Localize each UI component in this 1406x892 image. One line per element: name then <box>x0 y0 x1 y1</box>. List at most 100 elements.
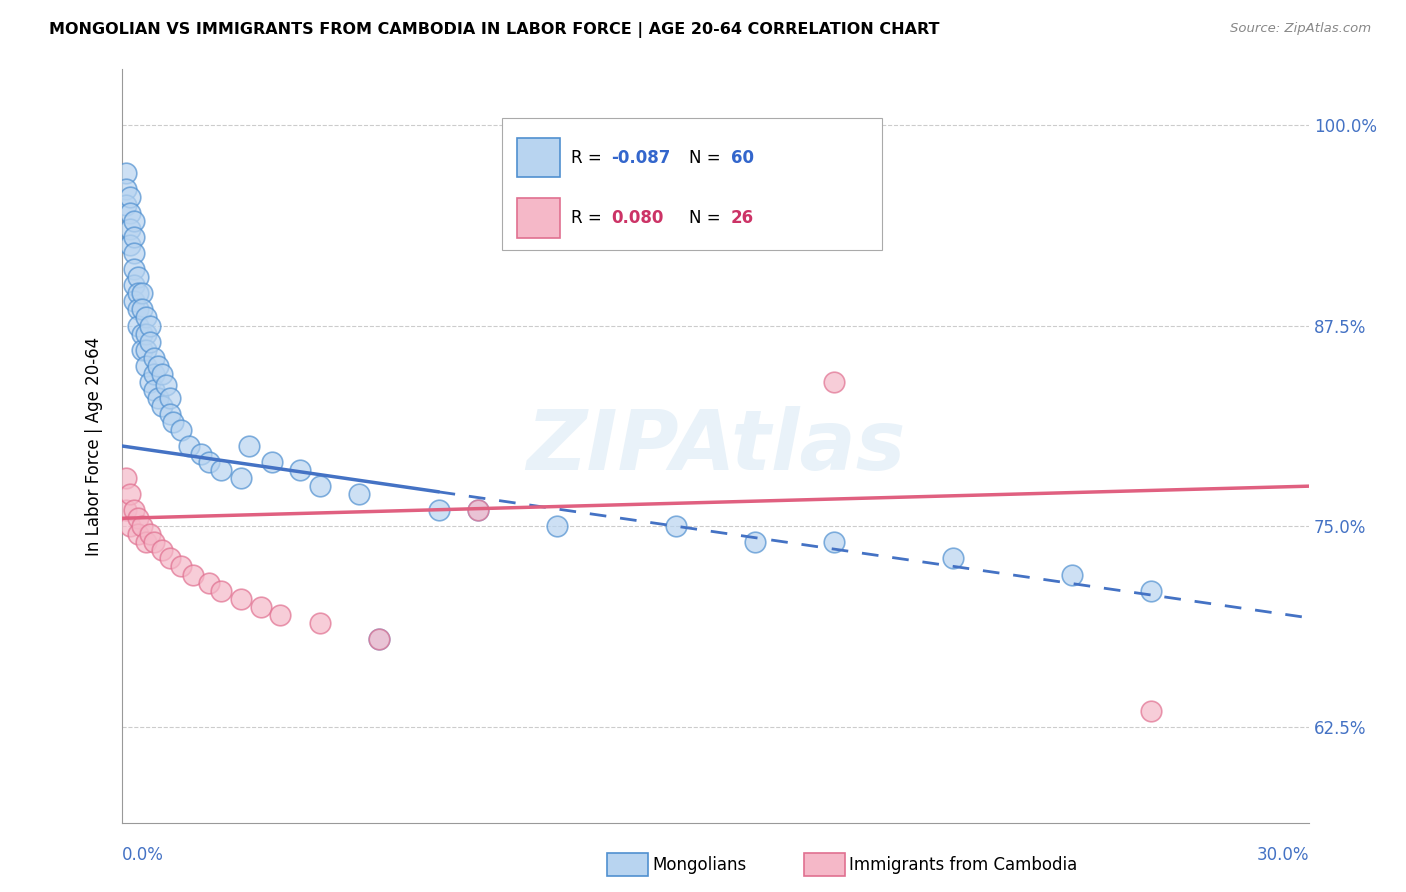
Mongolians <box>162 415 184 429</box>
Immigrants from Cambodia <box>159 551 181 566</box>
Immigrants from Cambodia <box>198 575 221 590</box>
Mongolians <box>135 310 157 325</box>
Immigrants from Cambodia <box>170 559 193 574</box>
Mongolians <box>122 262 145 277</box>
Immigrants from Cambodia <box>118 519 141 533</box>
Mongolians <box>122 246 145 260</box>
Mongolians <box>131 343 153 357</box>
Mongolians <box>139 318 162 333</box>
Text: 30.0%: 30.0% <box>1257 846 1309 863</box>
Text: R =: R = <box>571 209 607 227</box>
Text: 26: 26 <box>731 209 754 227</box>
Immigrants from Cambodia <box>1139 704 1161 718</box>
Mongolians <box>135 326 157 341</box>
Text: ZIPAtlas: ZIPAtlas <box>526 406 905 486</box>
Mongolians <box>115 198 138 212</box>
Immigrants from Cambodia <box>823 375 845 389</box>
Immigrants from Cambodia <box>467 503 489 517</box>
FancyBboxPatch shape <box>517 198 560 237</box>
Mongolians <box>262 455 284 469</box>
FancyBboxPatch shape <box>517 138 560 178</box>
Mongolians <box>118 238 141 252</box>
Text: MONGOLIAN VS IMMIGRANTS FROM CAMBODIA IN LABOR FORCE | AGE 20-64 CORRELATION CHA: MONGOLIAN VS IMMIGRANTS FROM CAMBODIA IN… <box>49 22 939 38</box>
Mongolians <box>139 375 162 389</box>
Mongolians <box>131 286 153 301</box>
Mongolians <box>942 551 965 566</box>
Mongolians <box>118 222 141 236</box>
Mongolians <box>665 519 688 533</box>
Text: Source: ZipAtlas.com: Source: ZipAtlas.com <box>1230 22 1371 36</box>
Mongolians <box>131 302 153 317</box>
Immigrants from Cambodia <box>249 599 271 614</box>
Mongolians <box>1060 567 1083 582</box>
Immigrants from Cambodia <box>118 487 141 501</box>
Mongolians <box>170 423 193 437</box>
Mongolians <box>139 334 162 349</box>
Text: N =: N = <box>689 149 727 167</box>
Text: 60: 60 <box>731 149 754 167</box>
Immigrants from Cambodia <box>229 591 252 606</box>
Mongolians <box>142 367 165 381</box>
Mongolians <box>127 286 149 301</box>
Immigrants from Cambodia <box>209 583 232 598</box>
Immigrants from Cambodia <box>368 632 391 646</box>
Immigrants from Cambodia <box>665 230 688 244</box>
Mongolians <box>209 463 232 477</box>
Mongolians <box>118 190 141 204</box>
FancyBboxPatch shape <box>502 118 882 250</box>
Immigrants from Cambodia <box>150 543 173 558</box>
Mongolians <box>118 206 141 220</box>
Text: Mongolians: Mongolians <box>652 855 747 873</box>
Mongolians <box>131 326 153 341</box>
Mongolians <box>198 455 221 469</box>
Mongolians <box>229 471 252 485</box>
Mongolians <box>427 503 450 517</box>
FancyBboxPatch shape <box>804 853 845 876</box>
Mongolians <box>150 399 173 413</box>
Immigrants from Cambodia <box>127 511 149 525</box>
Mongolians <box>159 391 181 405</box>
Mongolians <box>122 214 145 228</box>
Immigrants from Cambodia <box>309 615 332 630</box>
Immigrants from Cambodia <box>122 503 145 517</box>
Immigrants from Cambodia <box>131 519 153 533</box>
Mongolians <box>146 391 169 405</box>
Mongolians <box>155 378 177 392</box>
Immigrants from Cambodia <box>269 607 291 622</box>
Mongolians <box>146 359 169 373</box>
Text: 0.080: 0.080 <box>612 209 664 227</box>
Text: N =: N = <box>689 209 727 227</box>
Mongolians <box>179 439 201 453</box>
Mongolians <box>150 367 173 381</box>
Mongolians <box>467 503 489 517</box>
Mongolians <box>122 294 145 309</box>
Mongolians <box>122 230 145 244</box>
Immigrants from Cambodia <box>139 527 162 541</box>
Text: Immigrants from Cambodia: Immigrants from Cambodia <box>849 855 1077 873</box>
Mongolians <box>349 487 371 501</box>
Text: 0.0%: 0.0% <box>122 846 165 863</box>
Mongolians <box>744 535 766 549</box>
Mongolians <box>142 351 165 365</box>
Mongolians <box>142 383 165 397</box>
Text: R =: R = <box>571 149 607 167</box>
Immigrants from Cambodia <box>127 527 149 541</box>
Immigrants from Cambodia <box>115 471 138 485</box>
Mongolians <box>190 447 212 461</box>
Mongolians <box>309 479 332 493</box>
Mongolians <box>135 343 157 357</box>
Mongolians <box>115 182 138 196</box>
Y-axis label: In Labor Force | Age 20-64: In Labor Force | Age 20-64 <box>86 336 103 556</box>
Immigrants from Cambodia <box>135 535 157 549</box>
Mongolians <box>159 407 181 421</box>
Text: -0.087: -0.087 <box>612 149 671 167</box>
Mongolians <box>135 359 157 373</box>
Mongolians <box>127 302 149 317</box>
Mongolians <box>368 632 391 646</box>
Mongolians <box>288 463 311 477</box>
Mongolians <box>122 278 145 293</box>
FancyBboxPatch shape <box>607 853 648 876</box>
Immigrants from Cambodia <box>181 567 204 582</box>
Mongolians <box>127 270 149 285</box>
Mongolians <box>1139 583 1161 598</box>
